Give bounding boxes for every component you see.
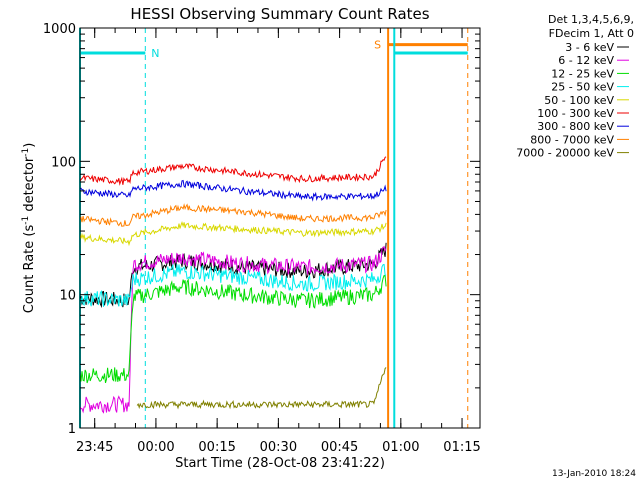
legend-entry-label: 12 - 25 keV <box>551 67 614 80</box>
x-tick-label: 23:45 <box>76 440 113 455</box>
saa-flag-label: S <box>374 39 381 52</box>
x-axis: 23:45 00:00 00:15 00:30 00:45 01:00 01:15 <box>76 28 481 455</box>
series-line <box>79 263 387 307</box>
series-line <box>136 367 387 410</box>
x-tick-label: 01:15 <box>443 440 480 455</box>
plot-area: NS <box>79 27 481 429</box>
x-tick-label: 00:45 <box>321 440 358 455</box>
series-line <box>79 179 387 202</box>
series-line <box>79 203 387 227</box>
series-line <box>79 156 387 186</box>
plot-frame <box>79 27 481 429</box>
x-axis-label: Start Time (28-Oct-08 23:41:22) <box>175 456 385 471</box>
y-axis-label: Count Rate (s-1 detector-1) <box>21 143 37 314</box>
x-tick-label: 00:30 <box>260 440 297 455</box>
legend-entry-label: 3 - 6 keV <box>565 41 614 54</box>
x-tick-label: 00:15 <box>198 440 235 455</box>
chart-title: HESSI Observing Summary Count Rates <box>130 5 429 23</box>
y-tick-label: 10 <box>59 289 76 304</box>
x-tick-label: 01:00 <box>382 440 419 455</box>
night-flag-label: N <box>151 47 159 60</box>
legend-entry-label: 100 - 300 keV <box>537 107 614 120</box>
footer-timestamp: 13-Jan-2010 18:24 <box>552 469 636 479</box>
series-line <box>79 274 387 384</box>
legend-header-line-2: FDecim 1, Att 0 <box>549 27 634 40</box>
legend-entry-label: 50 - 100 keV <box>544 94 614 107</box>
y-axis: 1 10 100 1000 <box>43 22 480 437</box>
y-tick-label: 1 <box>68 422 76 437</box>
legend-entry-label: 6 - 12 keV <box>558 54 614 67</box>
legend-header-line-1: Det 1,3,4,5,6,9, <box>548 13 634 26</box>
legend-entry-label: 25 - 50 keV <box>551 81 614 94</box>
legend-entry-label: 7000 - 20000 keV <box>516 147 614 160</box>
series-line <box>79 220 387 247</box>
legend-entry-label: 800 - 7000 keV <box>530 133 614 146</box>
legend-entry-label: 300 - 800 keV <box>537 120 614 133</box>
legend: Det 1,3,4,5,6,9, FDecim 1, Att 0 3 - 6 k… <box>516 13 634 160</box>
y-tick-label: 100 <box>51 155 76 170</box>
y-tick-label: 1000 <box>43 22 76 37</box>
x-tick-label: 00:00 <box>137 440 174 455</box>
